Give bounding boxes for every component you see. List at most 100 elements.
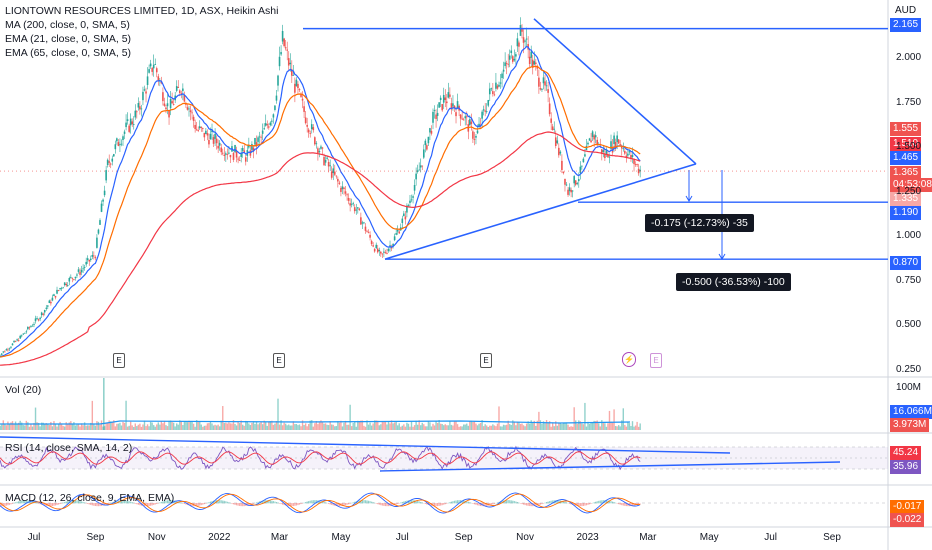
macd-histogram-bar <box>529 503 531 507</box>
macd-histogram-bar <box>403 501 405 504</box>
time-axis-tick: 2023 <box>576 532 599 543</box>
candle-body <box>510 50 513 54</box>
volume-bar <box>475 423 477 430</box>
earnings-mark[interactable]: E <box>650 353 662 368</box>
volume-bar <box>19 420 21 430</box>
volume-bar <box>443 425 445 430</box>
macd-histogram-bar <box>99 503 101 507</box>
indicator-ema21[interactable]: EMA (21, close, 0, SMA, 5) <box>5 33 132 45</box>
macd-histogram-bar <box>59 503 61 505</box>
candle-body <box>93 255 95 257</box>
rsi-pane-label[interactable]: RSI (14, close, SMA, 14, 2) <box>5 442 133 454</box>
volume-bar <box>332 424 334 430</box>
volume-bar <box>436 422 439 430</box>
candle-body <box>314 137 316 145</box>
dividend-mark[interactable]: ⚡ <box>622 352 636 367</box>
volume-bar <box>352 422 354 430</box>
candle-body <box>298 89 301 91</box>
macd-histogram-bar <box>521 503 523 505</box>
earnings-mark[interactable]: E <box>113 353 125 368</box>
macd-histogram-bar <box>312 500 314 504</box>
candle-body <box>241 148 244 151</box>
volume-bar <box>7 421 9 430</box>
macd-histogram-bar <box>337 503 339 507</box>
macd-pane-label[interactable]: MACD (12, 26, close, 9, EMA, EMA) <box>5 492 175 504</box>
earnings-mark[interactable]: E <box>273 353 285 368</box>
candle-body <box>490 88 493 90</box>
symbol-title[interactable]: LIONTOWN RESOURCES LIMITED, 1D, ASX, Hei… <box>5 5 279 17</box>
volume-bar <box>65 422 67 430</box>
macd-histogram-bar <box>163 500 166 504</box>
candle-body <box>235 151 238 158</box>
macd-histogram-bar <box>549 501 551 504</box>
candle-body <box>475 135 477 138</box>
candle-body <box>258 136 261 138</box>
macd-histogram-bar <box>234 503 236 505</box>
macd-histogram-bar <box>346 503 348 505</box>
volume-bar <box>401 425 404 430</box>
candle-body <box>66 285 69 286</box>
macd-histogram-bar <box>255 502 258 504</box>
candle-body <box>456 101 459 109</box>
volume-bar <box>331 424 333 430</box>
volume-bar <box>400 426 402 430</box>
volume-bar <box>111 422 113 430</box>
candle-body <box>10 346 12 348</box>
macd-histogram-bar <box>446 503 448 504</box>
price-tag-countdown: 04:53:08 <box>890 178 932 192</box>
macd-histogram-bar <box>197 503 199 506</box>
macd-histogram-bar <box>217 500 219 504</box>
volume-bar <box>542 421 545 430</box>
macd-histogram-bar <box>441 503 443 506</box>
candle-body <box>43 309 46 313</box>
candle-body <box>323 156 325 166</box>
candle-body <box>143 89 146 91</box>
candle-body <box>330 171 333 178</box>
earnings-mark[interactable]: E <box>480 353 492 368</box>
volume-bar <box>364 426 367 430</box>
candle-body <box>412 196 414 198</box>
macd-histogram-bar <box>185 503 187 505</box>
candle-body <box>137 103 140 108</box>
volume-bar <box>191 420 193 430</box>
volume-bar <box>243 425 245 430</box>
macd-histogram-bar <box>271 500 273 504</box>
volume-bar <box>160 421 163 430</box>
candle-body <box>577 179 580 182</box>
macd-histogram-bar <box>453 500 456 504</box>
candle-body <box>542 77 545 84</box>
macd-histogram-bar <box>417 500 419 504</box>
volume-pane-label[interactable]: Vol (20) <box>5 384 42 396</box>
macd-histogram-bar <box>27 500 29 504</box>
volume-bar <box>312 426 314 430</box>
macd-histogram-bar <box>235 503 238 506</box>
candle-body <box>125 122 127 128</box>
volume-bar <box>334 426 336 430</box>
macd-histogram-bar <box>608 500 611 504</box>
candle-body <box>248 144 250 148</box>
macd-histogram-bar <box>371 501 373 504</box>
candle-body <box>13 340 15 343</box>
indicator-ema65[interactable]: EMA (65, close, 0, SMA, 5) <box>5 47 132 59</box>
volume-bar <box>515 425 517 430</box>
candle-body <box>117 142 120 146</box>
volume-bar <box>545 420 548 430</box>
volume-bar <box>390 420 393 430</box>
candle-body <box>335 175 338 177</box>
indicator-ma200[interactable]: MA (200, close, 0, SMA, 5) <box>5 19 130 31</box>
macd-histogram-bar <box>387 503 390 507</box>
candle-body <box>155 68 158 73</box>
volume-bar <box>70 421 72 430</box>
volume-bar <box>631 421 634 430</box>
candle-body <box>301 98 304 101</box>
measure-arrowhead-1 <box>685 195 693 202</box>
macd-histogram-bar <box>183 503 185 505</box>
volume-bar <box>82 425 84 430</box>
candle-body <box>363 222 365 224</box>
macd-histogram-bar <box>582 503 584 506</box>
macd-histogram-bar <box>311 500 313 504</box>
macd-histogram-bar <box>50 503 52 507</box>
volume-bar <box>51 426 54 430</box>
macd-histogram-bar <box>472 503 474 504</box>
